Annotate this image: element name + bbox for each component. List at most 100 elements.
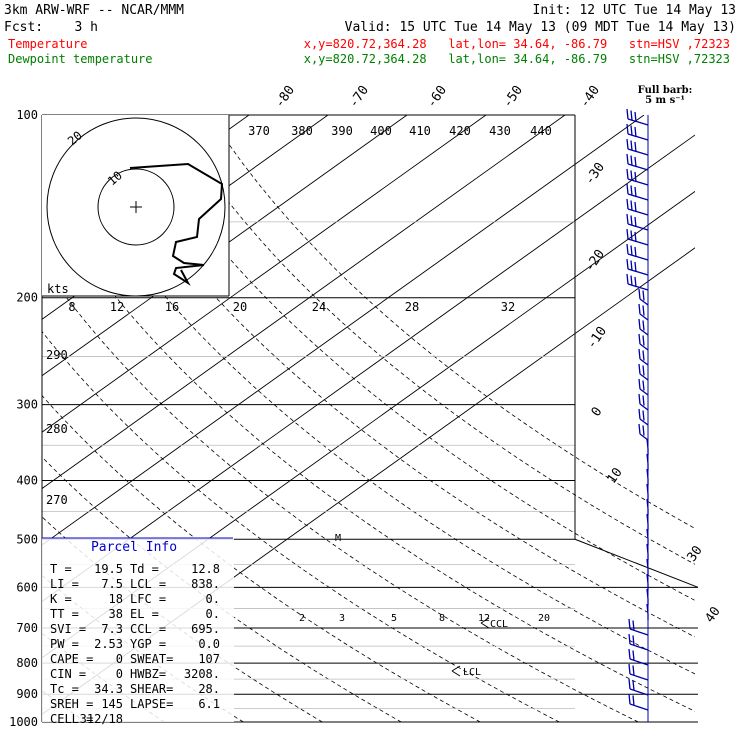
mixing-ratio-label: 8	[439, 613, 445, 624]
wind-barb-flag	[646, 483, 649, 495]
marker-lcl: LCL	[463, 667, 481, 678]
wind-barb	[627, 148, 649, 156]
wind-barb-flag	[630, 125, 633, 136]
hodo-speed-label: 24	[312, 300, 326, 314]
wind-barb-flag	[638, 408, 641, 420]
left-theta-label: 280	[46, 422, 68, 436]
parcel-info-rows: T = 19.5 Td = 12.8 LI = 7.5 LCL = 838. K = 18 LFC …	[42, 537, 234, 726]
parcel-value: 0.	[206, 607, 220, 621]
top-isotherm-label: -70	[346, 83, 372, 111]
hodo-speed-label: 32	[501, 300, 515, 314]
wind-barb-flag	[642, 350, 645, 361]
wind-barb	[629, 628, 649, 636]
isotherm-line	[42, 115, 408, 377]
parcel-key: PW =	[50, 637, 79, 651]
wind-barb-flag	[634, 156, 637, 168]
wind-barb-flag	[632, 695, 635, 706]
wind-barb	[629, 688, 649, 696]
wind-barb-flag	[632, 680, 635, 691]
right-isotherm-label: 10	[604, 465, 625, 486]
parcel-key: CAPE =	[50, 652, 93, 666]
right-isotherm-label: -20	[582, 247, 608, 275]
right-isotherm-label: 40	[702, 604, 723, 625]
wind-barb-flag	[626, 243, 629, 255]
barb-legend-unit: 5 m s⁻¹	[645, 95, 685, 106]
hodo-speed-label: kts	[47, 282, 69, 296]
pressure-label: 800	[16, 656, 38, 670]
wind-barb-flag	[630, 245, 633, 256]
pressure-label: 300	[16, 398, 38, 412]
mixing-ratio-label: 3	[339, 613, 345, 624]
wind-barb-flag	[646, 468, 649, 480]
parcel-value: 695.	[191, 622, 220, 636]
parcel-value: 107	[198, 652, 220, 666]
parcel-value: 312/18	[80, 712, 123, 726]
parcel-value: 0.0	[198, 637, 220, 651]
wind-barb-flag	[646, 603, 649, 615]
theta-label: 410	[409, 124, 431, 138]
parcel-key: CIN =	[50, 667, 86, 681]
wind-barb-flag	[642, 380, 645, 391]
wind-barb-flag	[646, 573, 649, 585]
top-isotherm-label: -50	[500, 83, 526, 111]
mixing-ratio-label: 5	[391, 613, 397, 624]
pressure-label: 1000	[9, 715, 38, 729]
parcel-key: EL =	[130, 607, 159, 621]
wind-barb-flag	[626, 123, 629, 135]
right-isotherm-label: 0	[589, 404, 606, 419]
wind-barb-flag	[634, 111, 637, 123]
wind-barb-flag	[630, 230, 633, 241]
top-isotherm-label: -40	[577, 83, 603, 111]
parcel-value: 7.3	[101, 622, 123, 636]
theta-label: 370	[248, 124, 270, 138]
wind-barb	[627, 178, 649, 186]
right-isotherm-label: 30	[684, 543, 705, 564]
top-isotherm-label: -80	[272, 83, 298, 111]
isotherm-line	[42, 134, 695, 602]
wind-barb-flag	[638, 348, 641, 360]
parcel-key: SREH =	[50, 697, 93, 711]
wind-barb-flag	[630, 155, 633, 166]
dry-adiabat	[167, 115, 695, 565]
parcel-value: 0	[116, 667, 123, 681]
parcel-info-title: Parcel Info	[91, 540, 177, 555]
wind-barb-flag	[638, 393, 641, 405]
pressure-label: 700	[16, 621, 38, 635]
wind-barb-flag	[634, 261, 637, 273]
wind-barb-flag	[630, 215, 633, 226]
lcl-arrow	[451, 665, 461, 677]
isotherm-line	[42, 115, 487, 433]
wind-barb-flag	[634, 201, 637, 213]
pressure-label: 500	[16, 532, 38, 546]
parcel-value: 838.	[191, 577, 220, 591]
parcel-value: 28.	[198, 682, 220, 696]
wind-barb-flag	[646, 543, 649, 555]
isotherm-line	[42, 115, 645, 546]
parcel-key: CCL =	[130, 622, 166, 636]
wind-barb	[629, 658, 649, 666]
parcel-key: LCL =	[130, 577, 166, 591]
parcel-value: 7.5	[101, 577, 123, 591]
wind-barb-flag	[634, 141, 637, 153]
dry-adiabat	[0, 115, 6, 722]
parcel-key: SWEAT=	[130, 652, 173, 666]
hodo-ring-10	[97, 168, 175, 246]
wind-barb-flag	[628, 618, 631, 630]
wind-barb	[639, 373, 649, 381]
parcel-box-bg	[42, 538, 234, 722]
wind-barb-flag	[626, 198, 629, 210]
wind-barb-flag	[642, 305, 645, 316]
wind-barb-flag	[630, 110, 633, 121]
wind-barb-flag	[626, 183, 629, 195]
wind-barb	[639, 313, 649, 321]
wind-barb-flag	[642, 395, 645, 406]
wind-barb-flag	[634, 276, 637, 288]
left-theta-label: 290	[46, 348, 68, 362]
parcel-key: LAPSE=	[130, 697, 173, 711]
wind-barb-flag	[630, 260, 633, 271]
wind-barb-flag	[642, 365, 645, 376]
wind-barb	[639, 388, 649, 396]
wind-barb-flag	[642, 320, 645, 331]
wind-barb-flag	[638, 363, 641, 375]
